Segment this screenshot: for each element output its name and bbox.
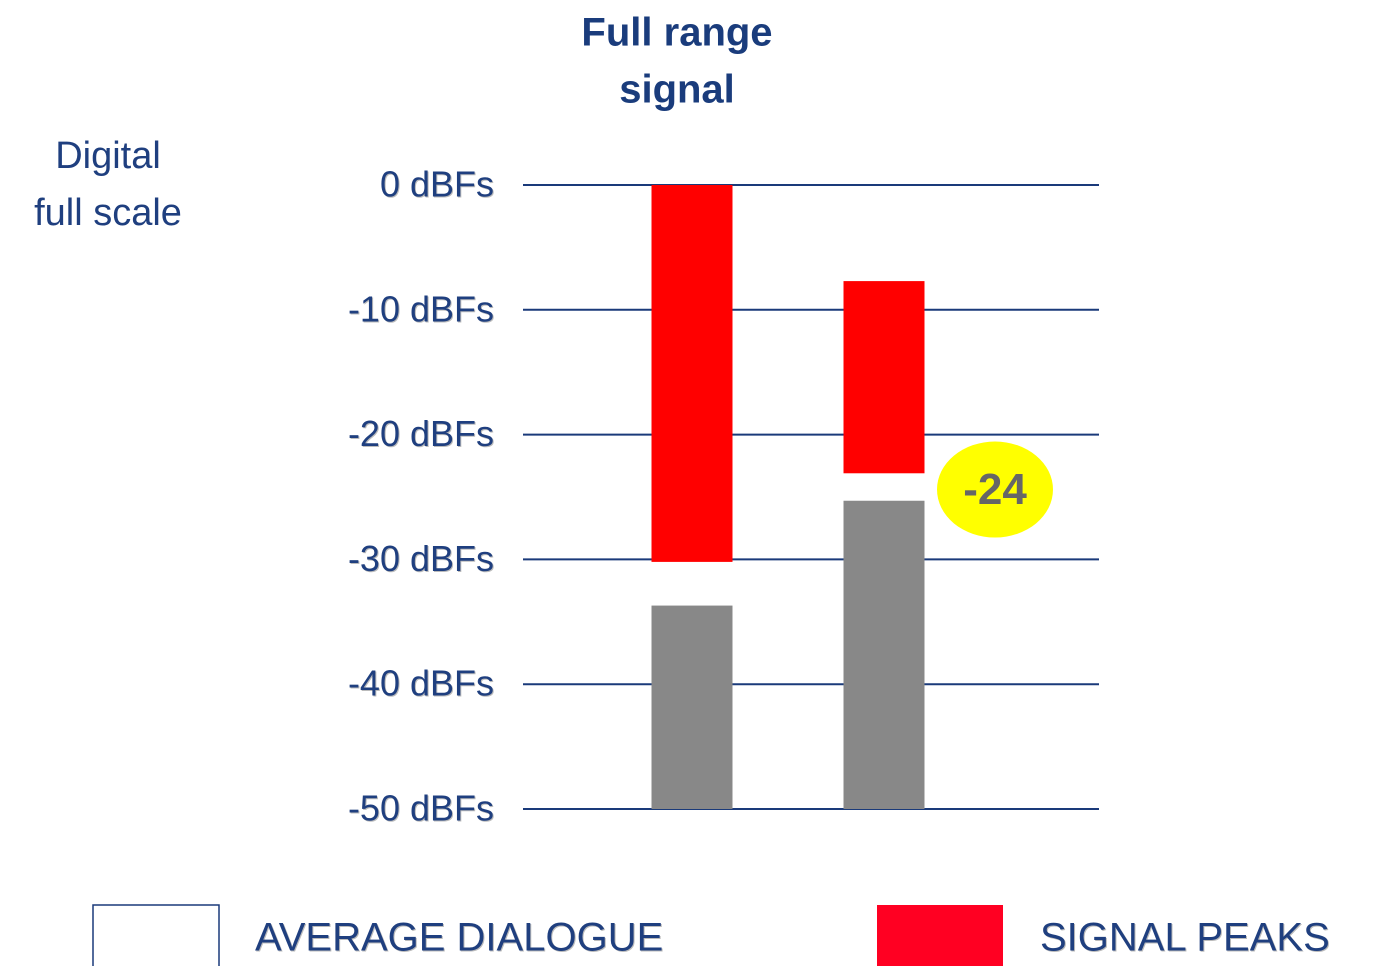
legend-swatch [92, 904, 220, 966]
y-tick-label: -50 dBFs [348, 788, 494, 829]
legend-label: AVERAGE DIALOGUE [255, 916, 663, 960]
legend-swatch [877, 905, 1003, 966]
y-tick-label: -40 dBFs [348, 663, 494, 704]
y-tick-label: 0 dBFs [380, 164, 494, 205]
bar [843, 281, 925, 474]
annotation-label: -24 [963, 465, 1027, 514]
chart-title: signal [619, 68, 735, 112]
legend-label: SIGNAL PEAKS [1040, 916, 1330, 960]
bar [651, 605, 733, 809]
bar [843, 500, 925, 809]
bar [651, 185, 733, 562]
y-axis-label: full scale [34, 192, 182, 234]
y-tick-label: -20 dBFs [348, 413, 494, 454]
chart-title: Full range [581, 11, 772, 55]
y-tick-label: -10 dBFs [348, 288, 494, 329]
annotation-badge [937, 441, 1053, 538]
y-axis-label: Digital [55, 135, 161, 177]
y-tick-label: -30 dBFs [348, 538, 494, 579]
